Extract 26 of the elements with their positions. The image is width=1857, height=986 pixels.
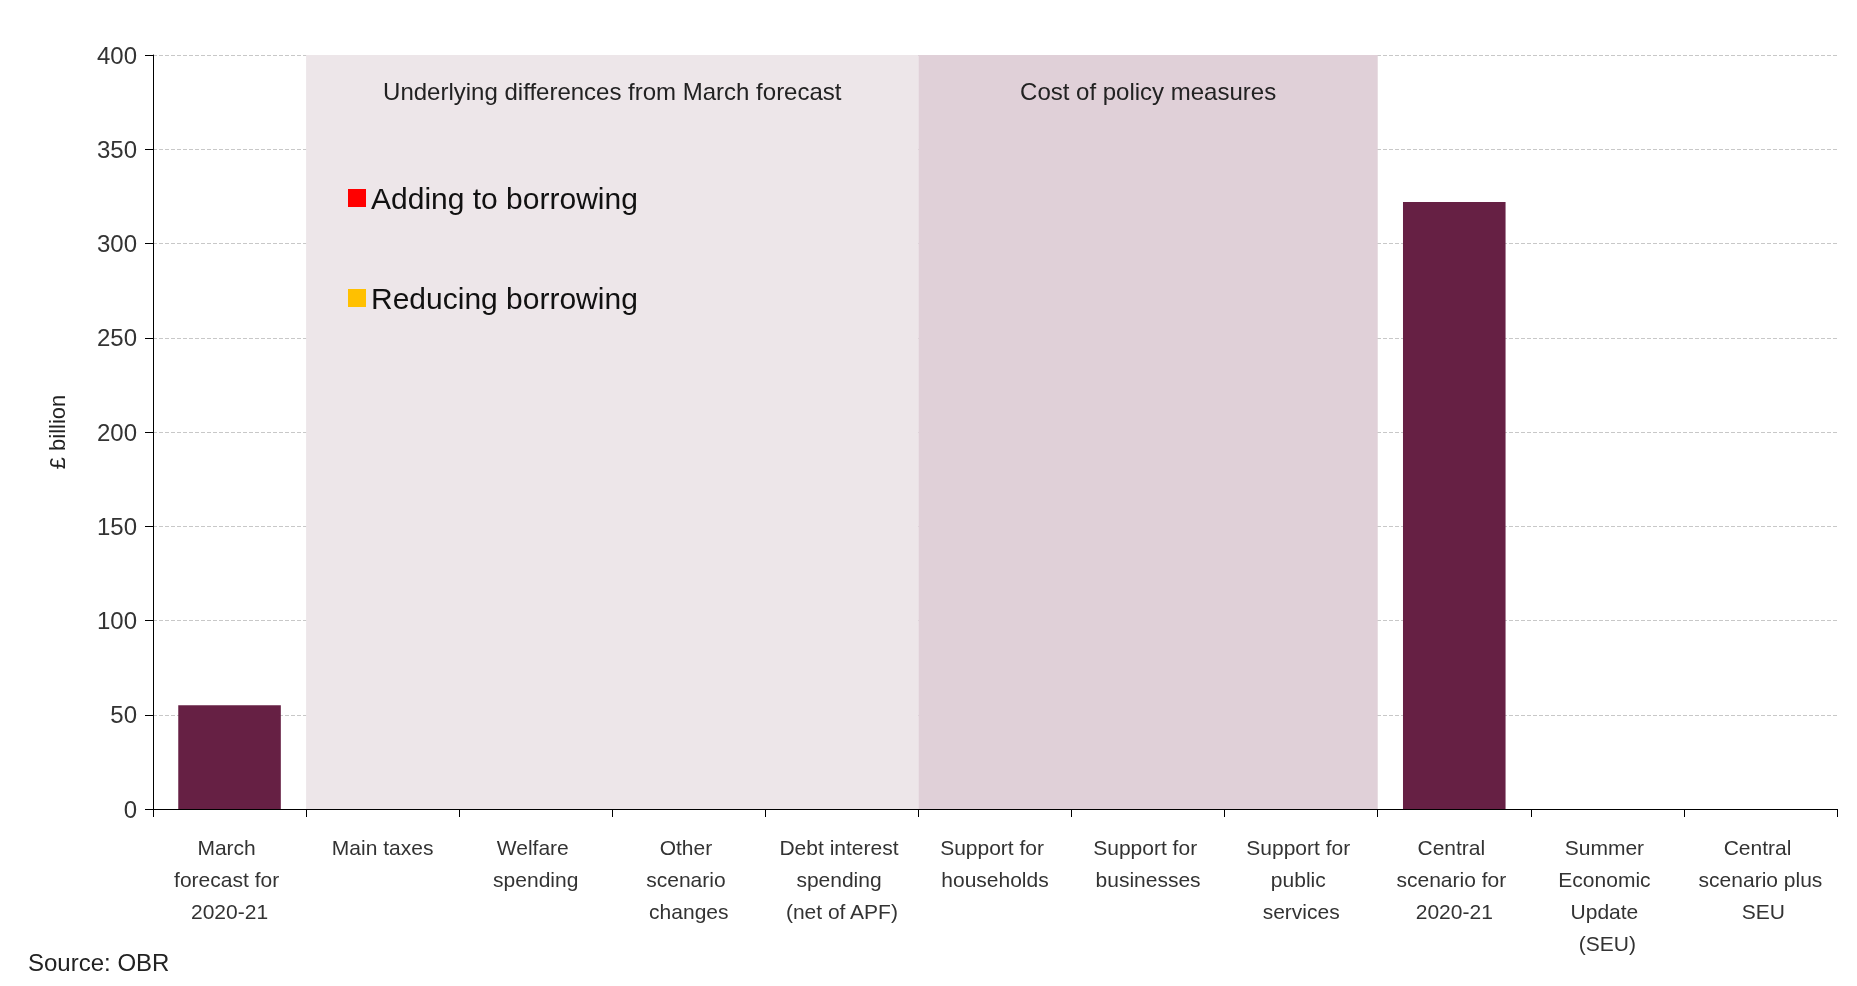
y-tick-label: 400 bbox=[96, 41, 137, 69]
x-tick-label: Other scenario changes bbox=[646, 835, 732, 923]
x-tick-label: Support for public services bbox=[1246, 835, 1357, 923]
x-tick-label: Main taxes bbox=[331, 835, 434, 859]
x-tick-label: Central scenario plus SEU bbox=[1698, 835, 1823, 923]
y-tick-label: 0 bbox=[123, 795, 137, 823]
x-tick-label: March forecast for 2020-21 bbox=[174, 835, 285, 923]
y-tick-label: 250 bbox=[96, 324, 137, 352]
y-tick-label: 200 bbox=[96, 418, 137, 446]
x-tick-label: Central scenario for 2020-21 bbox=[1396, 835, 1513, 923]
x-tick-label: Summer Economic Update (SEU) bbox=[1558, 835, 1657, 955]
y-tick-label: 300 bbox=[96, 230, 137, 257]
y-tick-label: 100 bbox=[96, 607, 137, 634]
y-tick-label: 50 bbox=[110, 701, 137, 729]
y-tick-label: 350 bbox=[96, 135, 137, 163]
legend-label: Adding to borrowing bbox=[371, 181, 638, 215]
x-tick-label: Welfare spending bbox=[493, 835, 579, 891]
legend-label: Reducing borrowing bbox=[371, 281, 638, 315]
band-label: Underlying differences from March forecast bbox=[383, 77, 842, 105]
x-tick-label: Debt interest spending (net of APF) bbox=[779, 835, 905, 923]
source-note: Source: OBR bbox=[28, 948, 170, 976]
x-tick-label: Support for businesses bbox=[1093, 835, 1203, 891]
y-tick-label: 150 bbox=[96, 512, 137, 540]
y-axis-title: £ billion bbox=[44, 394, 70, 470]
x-tick-label: Support for households bbox=[940, 835, 1050, 891]
band-label: Cost of policy measures bbox=[1020, 77, 1277, 105]
